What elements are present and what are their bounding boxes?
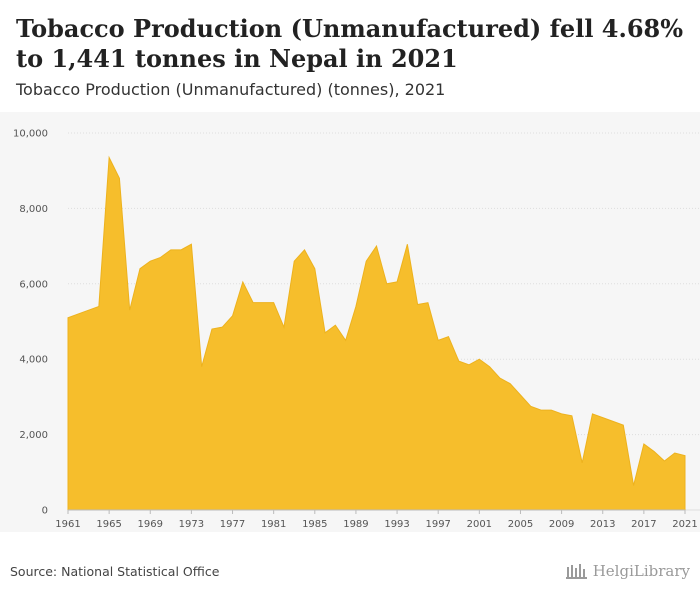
source-note: Source: National Statistical Office <box>10 564 220 579</box>
x-tick-label: 2017 <box>631 519 656 530</box>
x-tick-label: 2021 <box>672 519 697 530</box>
x-tick-label: 1969 <box>138 519 163 530</box>
chart-title: Tobacco Production (Unmanufactured) fell… <box>16 14 684 73</box>
x-tick-label: 1993 <box>384 519 409 530</box>
x-tick-label: 1961 <box>55 519 80 530</box>
x-tick-label: 2005 <box>508 519 533 530</box>
x-tick-label: 2001 <box>467 519 492 530</box>
brand-logo[interactable]: HelgiLibrary <box>565 562 690 580</box>
x-tick-label: 1997 <box>425 519 450 530</box>
y-tick-label: 2,000 <box>19 430 48 441</box>
x-tick-label: 1985 <box>302 519 327 530</box>
x-tick-label: 1973 <box>179 519 204 530</box>
y-tick-label: 6,000 <box>19 279 48 290</box>
x-tick-label: 1965 <box>96 519 121 530</box>
y-tick-label: 4,000 <box>19 355 48 366</box>
x-tick-label: 1981 <box>261 519 286 530</box>
area-series <box>67 155 686 511</box>
y-tick-label: 10,000 <box>13 129 48 140</box>
library-icon <box>565 564 587 579</box>
y-tick-label: 0 <box>42 506 48 517</box>
x-tick-label: 1989 <box>343 519 368 530</box>
x-tick-label: 2013 <box>590 519 615 530</box>
y-tick-label: 8,000 <box>19 204 48 215</box>
chart-subtitle: Tobacco Production (Unmanufactured) (ton… <box>16 80 446 99</box>
x-tick-label: 1977 <box>220 519 245 530</box>
x-tick-label: 2009 <box>549 519 574 530</box>
brand-name: HelgiLibrary <box>592 562 690 580</box>
